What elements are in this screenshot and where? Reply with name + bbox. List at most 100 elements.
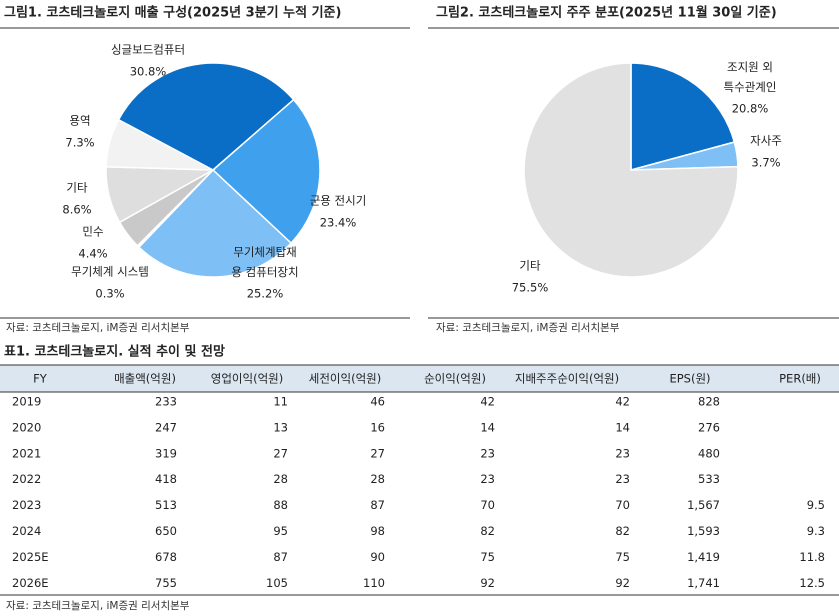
- table-cell: 82: [615, 524, 630, 538]
- table-cell: 513: [155, 498, 177, 512]
- table-cell: 23: [615, 472, 630, 486]
- slice-value-label: 0.3%: [95, 287, 124, 301]
- table-cell: 23: [480, 446, 495, 460]
- table-cell: 755: [155, 576, 177, 590]
- slice-label: 군용 전시기: [310, 194, 367, 208]
- table-cell: 92: [615, 576, 630, 590]
- table-cell: 480: [698, 446, 720, 460]
- table-cell: 92: [480, 576, 495, 590]
- table-cell: 1,567: [687, 498, 720, 512]
- table-cell: 82: [480, 524, 495, 538]
- slice-value-label: 75.5%: [512, 281, 549, 295]
- table-cell: 2024: [12, 524, 41, 538]
- table-cell: 9.3: [807, 524, 825, 538]
- slice-label: 무기체계 시스템: [71, 265, 149, 279]
- header-band: [0, 365, 839, 392]
- slice-value-label: 8.6%: [62, 203, 91, 217]
- pie-slice: [630, 62, 736, 171]
- table-cell: 2025E: [12, 550, 49, 564]
- slice-value-label: 3.7%: [751, 156, 780, 170]
- pie-slice: [117, 62, 295, 171]
- slice-label: 기타: [519, 259, 541, 273]
- table-cell: 98: [370, 524, 385, 538]
- table-cell: 247: [155, 420, 177, 434]
- pie-slice: [137, 168, 293, 278]
- table-cell: 1,741: [687, 576, 720, 590]
- table-cell: 75: [615, 550, 630, 564]
- table-cell: 678: [155, 550, 177, 564]
- table-cell: 1,593: [687, 524, 720, 538]
- table-cell: 88: [273, 498, 288, 512]
- slice-value-label: 7.3%: [65, 136, 94, 150]
- column-header: 매출액(억원): [114, 372, 176, 386]
- table-cell: 46: [370, 395, 385, 409]
- slice-label: 조지원 외 특수관계인: [724, 60, 777, 94]
- table-cell: 27: [273, 446, 288, 460]
- table-cell: 23: [480, 472, 495, 486]
- slice-value-label: 25.2%: [247, 287, 284, 301]
- table-cell: 70: [615, 498, 630, 512]
- table-cell: 75: [480, 550, 495, 564]
- table-cell: 28: [273, 472, 288, 486]
- table-cell: 533: [698, 472, 720, 486]
- pie-slice: [523, 62, 739, 278]
- slice-label: 용역: [69, 114, 90, 128]
- column-header: FY: [33, 372, 48, 386]
- source: 자료: 코츠테크놀로지, iM증권 리서치본부: [6, 322, 190, 334]
- table-cell: 2022: [12, 472, 41, 486]
- slice-value-label: 20.8%: [732, 102, 769, 116]
- table-cell: 2021: [12, 446, 41, 460]
- slice-value-label: 23.4%: [320, 216, 357, 230]
- column-header: 영업이익(억원): [211, 372, 283, 386]
- table-cell: 2019: [12, 395, 41, 409]
- table-cell: 2020: [12, 420, 41, 434]
- table-cell: 70: [480, 498, 495, 512]
- table-cell: 319: [155, 446, 177, 460]
- table-cell: 28: [370, 472, 385, 486]
- slice-value-label: 30.8%: [130, 65, 167, 79]
- table-cell: 87: [370, 498, 385, 512]
- table-cell: 27: [370, 446, 385, 460]
- slice-label: 민수: [82, 225, 103, 239]
- table-cell: 9.5: [807, 498, 825, 512]
- table-cell: 90: [370, 550, 385, 564]
- table-cell: 105: [266, 576, 288, 590]
- table-cell: 828: [698, 395, 720, 409]
- table-cell: 12.5: [799, 576, 825, 590]
- table-cell: 95: [273, 524, 288, 538]
- table-cell: 14: [480, 420, 495, 434]
- figure-title: 그림2. 코츠테크놀로지 주주 분포(2025년 11월 30일 기준): [436, 5, 777, 21]
- column-header: 지배주주순이익(억원): [515, 372, 619, 386]
- column-header: 순이익(억원): [424, 372, 486, 386]
- table-cell: 23: [615, 446, 630, 460]
- table-title: 표1. 코츠테크놀로지. 실적 추이 및 전망: [4, 344, 225, 360]
- table-cell: 42: [615, 395, 630, 409]
- table-cell: 16: [370, 420, 385, 434]
- slice-label: 싱글보드컴퓨터: [111, 43, 185, 57]
- column-header: PER(배): [779, 372, 821, 386]
- table-cell: 13: [273, 420, 288, 434]
- table-cell: 2026E: [12, 576, 49, 590]
- table-cell: 233: [155, 395, 177, 409]
- table-cell: 276: [698, 420, 720, 434]
- slice-label: 자사주: [750, 134, 782, 148]
- table-cell: 110: [363, 576, 385, 590]
- slice-label: 기타: [66, 181, 88, 195]
- table-cell: 14: [615, 420, 630, 434]
- table-cell: 650: [155, 524, 177, 538]
- slice-label: 무기체계탑재 용 컴퓨터장치: [231, 245, 298, 279]
- table-cell: 11.8: [799, 550, 825, 564]
- slice-value-label: 4.4%: [78, 247, 107, 261]
- figure-title: 그림1. 코츠테크놀로지 매출 구성(2025년 3분기 누적 기준): [4, 5, 341, 21]
- table-cell: 87: [273, 550, 288, 564]
- source: 자료: 코츠테크놀로지, iM증권 리서치본부: [6, 600, 190, 612]
- column-header: EPS(원): [669, 372, 710, 386]
- table-cell: 42: [480, 395, 495, 409]
- column-header: 세전이익(억원): [309, 372, 381, 386]
- table-cell: 418: [155, 472, 177, 486]
- table-cell: 2023: [12, 498, 41, 512]
- table-cell: 1,419: [687, 550, 720, 564]
- source: 자료: 코츠테크놀로지, iM증권 리서치본부: [436, 322, 620, 334]
- pie-slice: [211, 98, 321, 245]
